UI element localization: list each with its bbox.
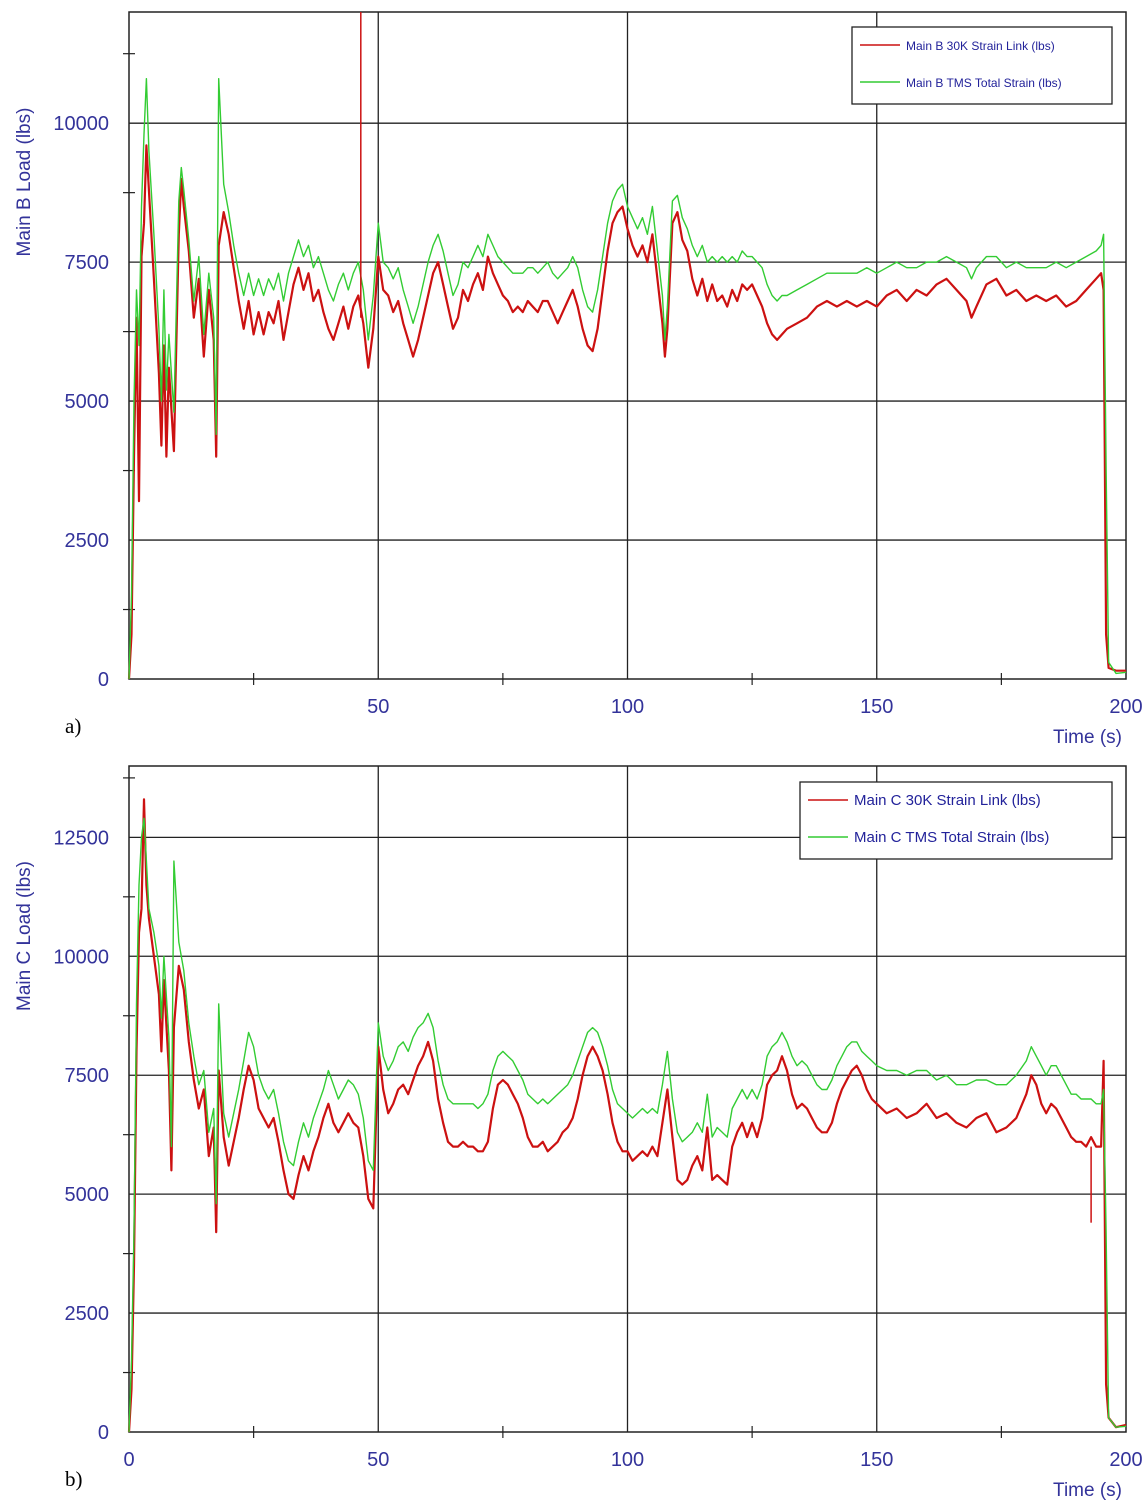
y-tick-label: 10000 — [53, 946, 109, 968]
x-tick-label: 0 — [123, 1449, 134, 1471]
panel-label: a) — [65, 714, 81, 738]
series-line-0 — [127, 144, 1126, 680]
legend-box — [799, 781, 1113, 860]
x-axis-label: Time (s) — [1053, 1480, 1122, 1501]
y-tick-label: 5000 — [65, 391, 110, 413]
series-line-0 — [127, 798, 1127, 1433]
y-tick-label: 0 — [98, 669, 109, 691]
y-tick-label: 7500 — [65, 1065, 110, 1087]
panel-label: b) — [65, 1467, 83, 1491]
y-tick-label: 5000 — [65, 1184, 110, 1206]
series-line-1 — [128, 78, 1127, 680]
legend-label: Main C 30K Strain Link (lbs) — [854, 792, 1041, 809]
x-tick-label: 100 — [611, 1449, 644, 1471]
y-tick-label: 0 — [98, 1422, 109, 1444]
chart-b: 0 2500 5000 7500 10000 12500 0 50 100 150 200 Main … — [0, 752, 1148, 1505]
legend-label: Main B 30K Strain Link (lbs) — [906, 39, 1055, 53]
x-tick-label: 150 — [860, 696, 893, 718]
legend-label: Main C TMS Total Strain (lbs) — [854, 829, 1049, 846]
x-tick-label: 50 — [367, 696, 389, 718]
x-tick-label: 100 — [611, 696, 644, 718]
legend-label: Main B TMS Total Strain (lbs) — [906, 76, 1062, 90]
x-axis-label: Time (s) — [1053, 727, 1122, 748]
y-axis-label: Main C Load (lbs) — [14, 861, 35, 1011]
chart-a-svg: 0 2500 5000 7500 10000 50 100 150 200 Main B Load… — [14, 11, 1143, 748]
legend-box — [851, 26, 1113, 105]
y-tick-label: 2500 — [65, 530, 110, 552]
y-tick-label: 10000 — [53, 113, 109, 135]
chart-a: 0 2500 5000 7500 10000 50 100 150 200 Main B Load… — [0, 0, 1148, 752]
series-line-1 — [128, 817, 1127, 1433]
x-tick-label: 150 — [860, 1449, 893, 1471]
chart-b-svg: 0 2500 5000 7500 10000 12500 0 50 100 150 200 Main … — [14, 765, 1143, 1501]
y-tick-label: 7500 — [65, 252, 110, 274]
x-tick-label: 200 — [1109, 1449, 1142, 1471]
x-tick-label: 200 — [1109, 696, 1142, 718]
y-tick-label: 12500 — [53, 827, 109, 849]
y-axis-label: Main B Load (lbs) — [14, 108, 35, 257]
x-tick-label: 50 — [367, 1449, 389, 1471]
y-tick-label: 2500 — [65, 1303, 110, 1325]
